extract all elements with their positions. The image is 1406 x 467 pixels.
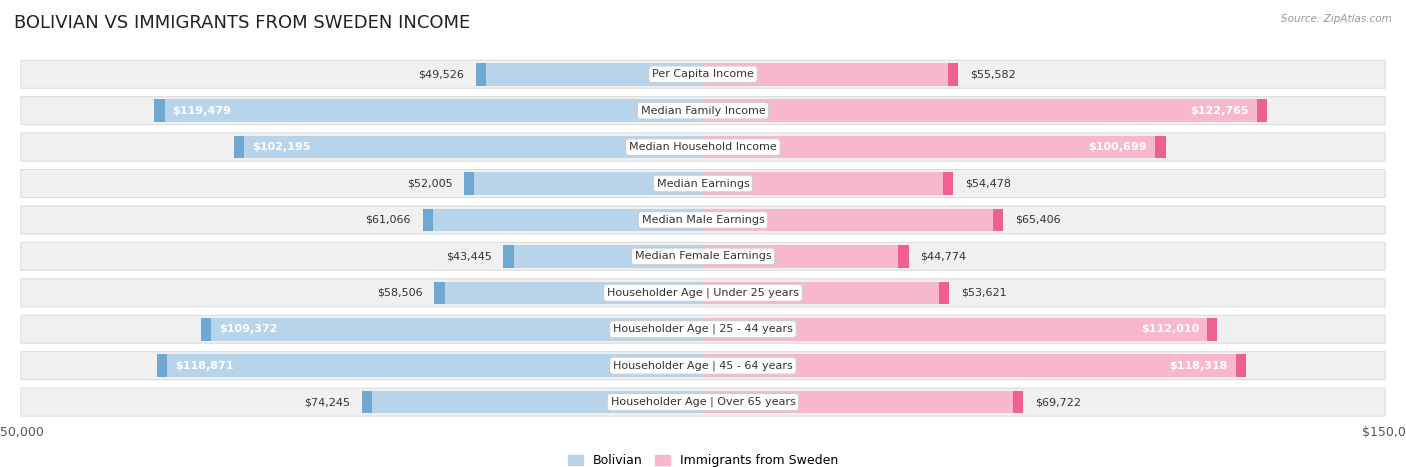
Text: Householder Age | 45 - 64 years: Householder Age | 45 - 64 years xyxy=(613,361,793,371)
Text: Median Female Earnings: Median Female Earnings xyxy=(634,251,772,262)
Bar xyxy=(1012,391,1024,413)
Text: $55,582: $55,582 xyxy=(970,69,1015,79)
Text: $112,010: $112,010 xyxy=(1140,324,1199,334)
Bar xyxy=(703,136,1166,158)
Text: $118,871: $118,871 xyxy=(176,361,233,371)
Text: $43,445: $43,445 xyxy=(446,251,492,262)
Bar xyxy=(703,172,953,195)
Bar xyxy=(948,63,959,85)
Bar xyxy=(201,318,211,340)
Bar xyxy=(475,63,486,85)
FancyBboxPatch shape xyxy=(21,388,1385,416)
Text: $65,406: $65,406 xyxy=(1015,215,1060,225)
FancyBboxPatch shape xyxy=(21,352,1385,380)
Bar xyxy=(943,172,953,195)
Bar xyxy=(423,209,433,231)
Bar xyxy=(475,63,703,85)
Text: Median Family Income: Median Family Income xyxy=(641,106,765,116)
Bar xyxy=(703,282,949,304)
Bar xyxy=(464,172,703,195)
Legend: Bolivian, Immigrants from Sweden: Bolivian, Immigrants from Sweden xyxy=(562,449,844,467)
Bar xyxy=(703,63,959,85)
Bar xyxy=(703,99,1267,122)
Text: Median Male Earnings: Median Male Earnings xyxy=(641,215,765,225)
Text: Householder Age | 25 - 44 years: Householder Age | 25 - 44 years xyxy=(613,324,793,334)
Bar xyxy=(233,136,703,158)
Text: Householder Age | Under 25 years: Householder Age | Under 25 years xyxy=(607,288,799,298)
Text: Median Earnings: Median Earnings xyxy=(657,178,749,189)
Text: $74,245: $74,245 xyxy=(305,397,350,407)
Bar xyxy=(423,209,703,231)
Bar xyxy=(993,209,1004,231)
Bar xyxy=(464,172,474,195)
Bar xyxy=(1208,318,1218,340)
Text: $52,005: $52,005 xyxy=(408,178,453,189)
Text: $122,765: $122,765 xyxy=(1189,106,1249,116)
Bar xyxy=(233,136,245,158)
Bar xyxy=(157,354,703,377)
Bar xyxy=(361,391,703,413)
Text: $53,621: $53,621 xyxy=(960,288,1007,298)
Text: $54,478: $54,478 xyxy=(965,178,1011,189)
Bar xyxy=(1156,136,1166,158)
Bar xyxy=(503,245,513,268)
FancyBboxPatch shape xyxy=(21,206,1385,234)
Text: $58,506: $58,506 xyxy=(377,288,423,298)
Bar xyxy=(201,318,703,340)
Bar xyxy=(155,99,165,122)
Text: $69,722: $69,722 xyxy=(1035,397,1081,407)
FancyBboxPatch shape xyxy=(21,60,1385,88)
Bar xyxy=(1257,99,1267,122)
Text: $109,372: $109,372 xyxy=(219,324,277,334)
Text: $44,774: $44,774 xyxy=(920,251,966,262)
Text: $102,195: $102,195 xyxy=(252,142,311,152)
Text: $100,699: $100,699 xyxy=(1088,142,1147,152)
Bar xyxy=(361,391,373,413)
FancyBboxPatch shape xyxy=(21,170,1385,198)
Bar xyxy=(434,282,703,304)
Bar xyxy=(703,391,1024,413)
Text: Source: ZipAtlas.com: Source: ZipAtlas.com xyxy=(1281,14,1392,24)
Text: $61,066: $61,066 xyxy=(366,215,411,225)
Bar xyxy=(898,245,908,268)
FancyBboxPatch shape xyxy=(21,97,1385,125)
FancyBboxPatch shape xyxy=(21,242,1385,270)
Text: Median Household Income: Median Household Income xyxy=(628,142,778,152)
Text: Per Capita Income: Per Capita Income xyxy=(652,69,754,79)
Bar xyxy=(939,282,949,304)
Text: Householder Age | Over 65 years: Householder Age | Over 65 years xyxy=(610,397,796,407)
Bar xyxy=(155,99,703,122)
Bar xyxy=(503,245,703,268)
Text: $119,479: $119,479 xyxy=(173,106,232,116)
FancyBboxPatch shape xyxy=(21,133,1385,161)
Bar xyxy=(1236,354,1247,377)
Bar xyxy=(703,354,1247,377)
Text: BOLIVIAN VS IMMIGRANTS FROM SWEDEN INCOME: BOLIVIAN VS IMMIGRANTS FROM SWEDEN INCOM… xyxy=(14,14,471,32)
Bar xyxy=(434,282,444,304)
FancyBboxPatch shape xyxy=(21,279,1385,307)
Bar xyxy=(703,245,908,268)
Text: $118,318: $118,318 xyxy=(1170,361,1227,371)
Bar xyxy=(703,318,1218,340)
Bar xyxy=(703,209,1004,231)
Text: $49,526: $49,526 xyxy=(418,69,464,79)
FancyBboxPatch shape xyxy=(21,315,1385,343)
Bar xyxy=(157,354,167,377)
